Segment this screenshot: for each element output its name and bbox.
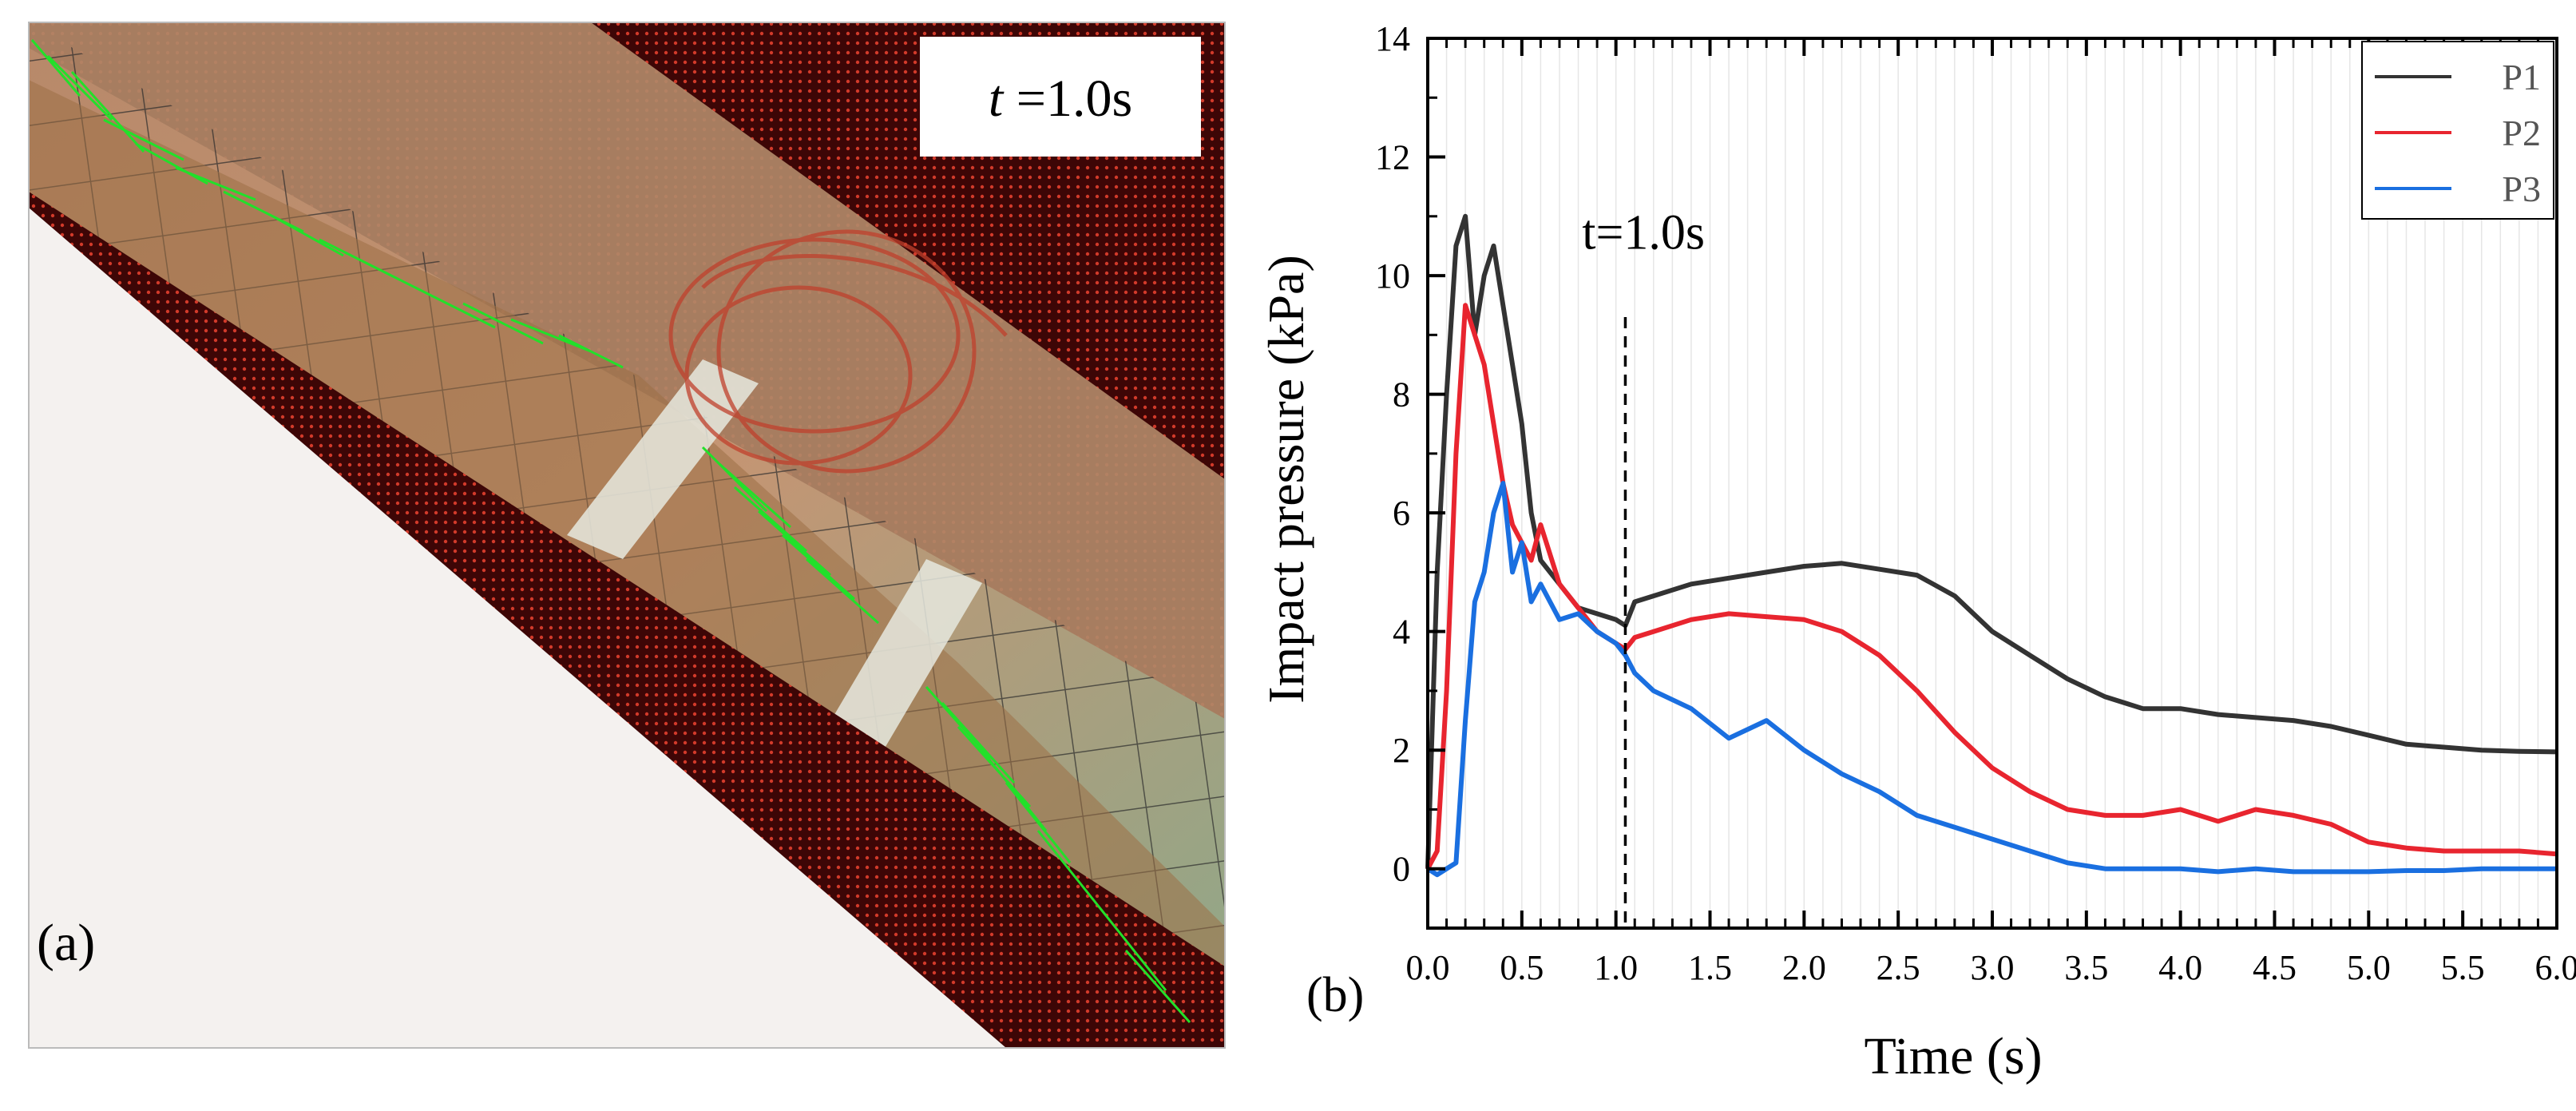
legend-label-p3: P3 <box>2502 169 2541 209</box>
x-tick-label: 0.5 <box>1500 948 1544 987</box>
x-tick-label: 6.0 <box>2535 948 2576 987</box>
annotation-label: t=1.0s <box>1582 206 1705 260</box>
y-tick-label: 4 <box>1393 613 1410 652</box>
legend-label-p2: P2 <box>2502 113 2541 153</box>
x-axis-label: Time (s) <box>1864 1027 2042 1085</box>
x-tick-label: 0.0 <box>1406 948 1450 987</box>
piv-photo: t =1.0s (a) <box>0 0 1230 1107</box>
x-tick-label: 2.5 <box>1877 948 1920 987</box>
panel-a-label: (a) <box>37 914 95 972</box>
y-axis-label: Impact pressure (kPa) <box>1258 255 1314 704</box>
x-tick-label: 1.5 <box>1688 948 1732 987</box>
y-tick-label: 2 <box>1393 731 1410 770</box>
pressure-chart-panel: 0.0 0.5 1.0 1.5 2.0 2.5 3.0 3.5 4.0 4.5 5.0 5.5 6.0 0… <box>1230 0 2576 1107</box>
chart-legend: P1 P2 P3 <box>2362 42 2554 219</box>
time-label-box: t =1.0s <box>920 37 1201 157</box>
time-label: t =1.0s <box>989 69 1132 128</box>
panel-b-label: (b) <box>1306 968 1364 1022</box>
x-tick-label: 5.5 <box>2441 948 2485 987</box>
x-tick-label: 4.5 <box>2253 948 2297 987</box>
chart-annotation: t=1.0s <box>1582 206 1705 928</box>
y-tick-label: 10 <box>1375 256 1410 296</box>
x-tick-label: 3.0 <box>1971 948 2015 987</box>
piv-photo-panel: t =1.0s (a) <box>0 0 1230 1107</box>
y-tick-label: 12 <box>1375 138 1410 177</box>
x-tick-label: 5.0 <box>2347 948 2391 987</box>
pressure-chart: 0.0 0.5 1.0 1.5 2.0 2.5 3.0 3.5 4.0 4.5 5.0 5.5 6.0 0… <box>1230 0 2576 1107</box>
y-tick-label: 14 <box>1375 19 1410 58</box>
photo-content <box>29 22 1225 1054</box>
legend-label-p1: P1 <box>2502 57 2541 97</box>
x-tick-label: 3.5 <box>2064 948 2108 987</box>
x-tick-label: 2.0 <box>1782 948 1826 987</box>
x-tick-label: 1.0 <box>1594 948 1638 987</box>
y-tick-label: 8 <box>1393 375 1410 415</box>
y-tick-label: 6 <box>1393 494 1410 533</box>
x-tick-label: 4.0 <box>2158 948 2202 987</box>
y-tick-label: 0 <box>1393 850 1410 889</box>
